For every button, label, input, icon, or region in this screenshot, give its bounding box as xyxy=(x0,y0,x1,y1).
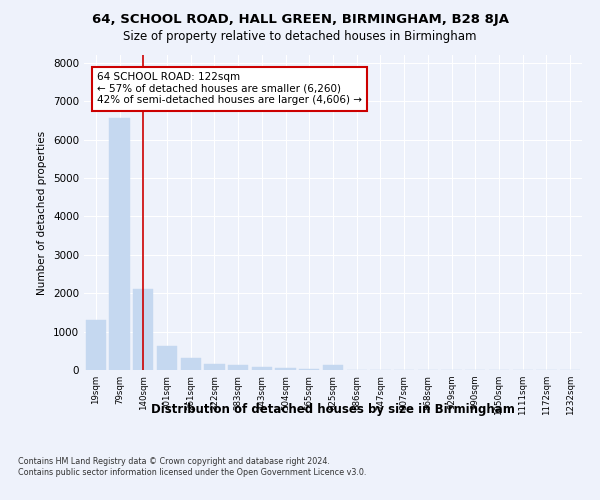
Bar xyxy=(109,118,130,370)
Bar xyxy=(86,320,106,370)
Bar xyxy=(275,368,296,370)
Bar xyxy=(133,290,154,370)
Text: 64 SCHOOL ROAD: 122sqm
← 57% of detached houses are smaller (6,260)
42% of semi-: 64 SCHOOL ROAD: 122sqm ← 57% of detached… xyxy=(97,72,362,106)
Bar xyxy=(252,367,272,370)
Bar xyxy=(299,369,319,370)
Bar xyxy=(205,364,224,370)
Y-axis label: Number of detached properties: Number of detached properties xyxy=(37,130,47,294)
Bar xyxy=(181,358,201,370)
Bar xyxy=(323,366,343,370)
Text: Size of property relative to detached houses in Birmingham: Size of property relative to detached ho… xyxy=(123,30,477,43)
Text: Contains HM Land Registry data © Crown copyright and database right 2024.
Contai: Contains HM Land Registry data © Crown c… xyxy=(18,458,367,477)
Bar xyxy=(157,346,177,370)
Text: Distribution of detached houses by size in Birmingham: Distribution of detached houses by size … xyxy=(151,402,515,415)
Text: 64, SCHOOL ROAD, HALL GREEN, BIRMINGHAM, B28 8JA: 64, SCHOOL ROAD, HALL GREEN, BIRMINGHAM,… xyxy=(91,12,509,26)
Bar xyxy=(228,366,248,370)
